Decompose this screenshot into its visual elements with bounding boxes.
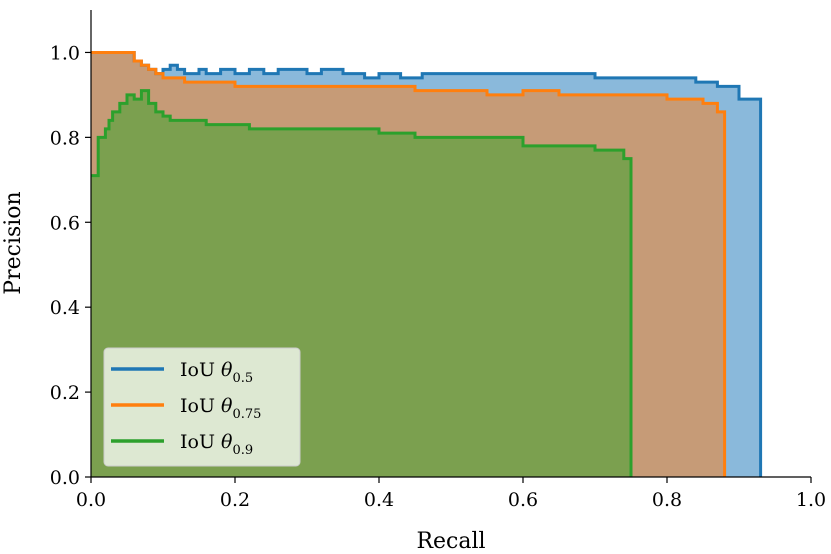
x-tick-label: 1.0 [796, 489, 826, 511]
legend-label: IoU θ0.75 [180, 395, 261, 422]
y-tick-label: 0.6 [50, 212, 80, 234]
y-tick-label: 1.0 [50, 42, 80, 64]
x-tick-label: 0.8 [652, 489, 682, 511]
series-line-1 [91, 50, 727, 477]
x-tick-label: 0.4 [364, 489, 394, 511]
legend: IoU θ0.5 IoU θ0.75 IoU θ0.9 [103, 347, 301, 467]
series-line-2 [91, 89, 633, 477]
x-axis-label: Recall [416, 529, 485, 554]
y-tick-label: 0.0 [50, 467, 80, 489]
x-tick-label: 0.6 [508, 489, 538, 511]
series-line-0 [91, 50, 763, 477]
axes [90, 10, 811, 478]
legend-box [103, 347, 301, 467]
x-ticks: 0.0 0.2 0.4 0.6 0.8 1.0 [76, 477, 826, 511]
x-tick-label: 0.0 [76, 489, 106, 511]
legend-label: IoU θ0.5 [180, 359, 253, 386]
legend-label: IoU θ0.9 [180, 431, 253, 458]
series-line-layer [91, 50, 763, 477]
y-tick-label: 0.8 [50, 127, 80, 149]
x-tick-label: 0.2 [220, 489, 250, 511]
y-tick-label: 0.2 [50, 382, 80, 404]
y-ticks: 0.0 0.2 0.4 0.6 0.8 1.0 [50, 42, 91, 489]
y-axis-label: Precision [1, 191, 26, 294]
y-tick-label: 0.4 [50, 297, 80, 319]
